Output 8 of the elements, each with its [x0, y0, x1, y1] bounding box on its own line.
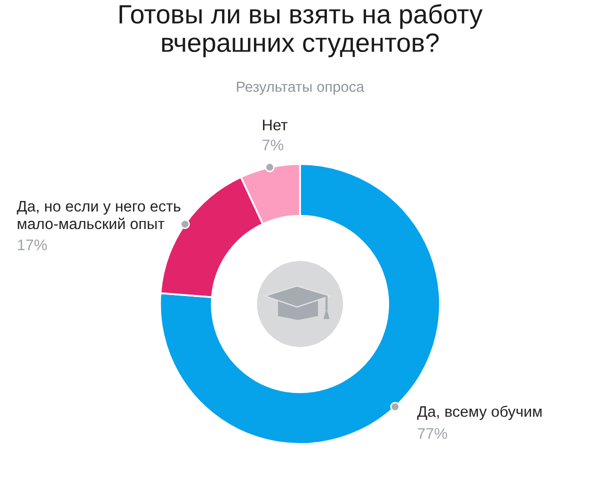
data-label: 17%	[18, 240, 47, 250]
data-label: 7%	[262, 140, 284, 150]
slice-label: Да, но если у него есть мало-мальский опыт	[16, 200, 180, 230]
slice-label: Нет	[263, 120, 288, 130]
data-label: 77%	[418, 428, 448, 439]
chart-title: Готовы ли вы взять на работу вчерашних студентов?	[120, 4, 483, 58]
slice-label: Да, всему обучим	[417, 406, 542, 420]
chart-subtitle: Результаты опроса	[236, 82, 364, 95]
